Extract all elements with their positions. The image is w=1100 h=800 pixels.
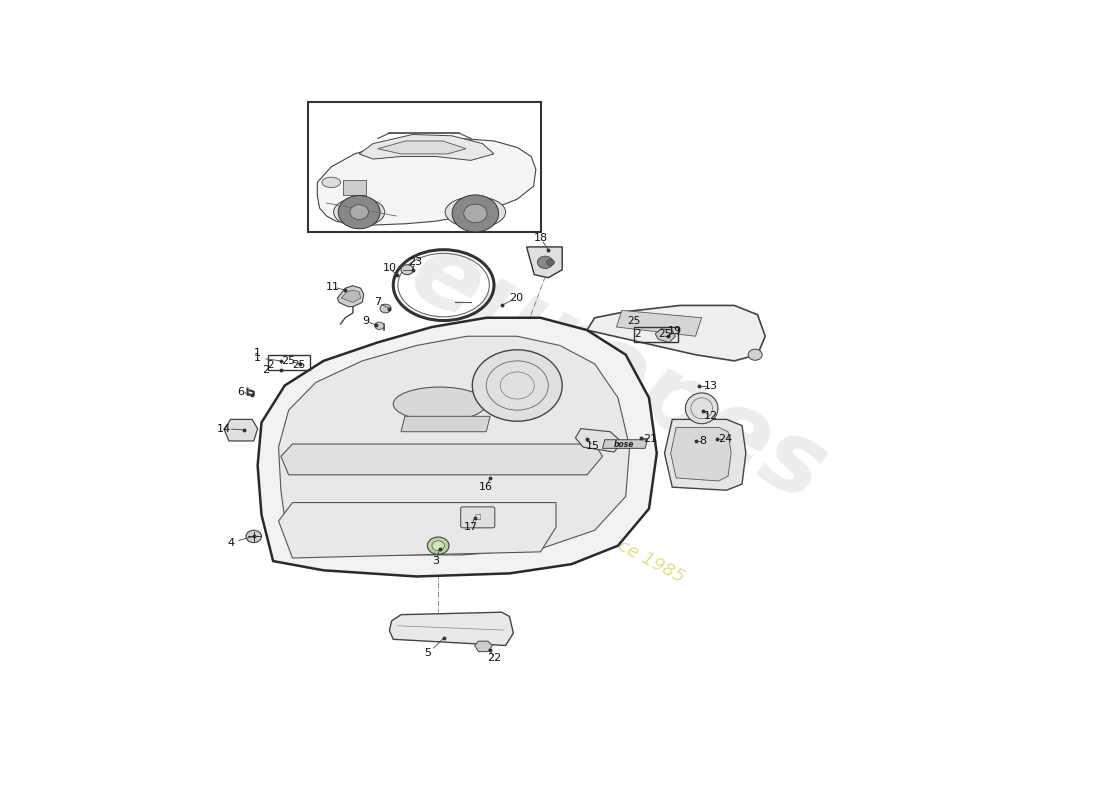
Polygon shape <box>377 141 466 154</box>
Circle shape <box>452 195 498 232</box>
Text: 25: 25 <box>627 316 640 326</box>
Text: 25: 25 <box>282 356 296 366</box>
Polygon shape <box>341 290 361 302</box>
Text: 10: 10 <box>383 263 396 274</box>
Text: 18: 18 <box>534 233 548 242</box>
Text: 25: 25 <box>658 330 671 339</box>
Text: 16: 16 <box>480 482 493 492</box>
Circle shape <box>432 541 444 550</box>
Text: 23: 23 <box>408 258 422 267</box>
Text: 19: 19 <box>668 326 682 336</box>
FancyBboxPatch shape <box>461 507 495 528</box>
Bar <box>308 102 540 231</box>
Circle shape <box>472 350 562 422</box>
Text: 4: 4 <box>227 538 234 547</box>
Circle shape <box>402 265 414 274</box>
Polygon shape <box>402 416 491 432</box>
Polygon shape <box>338 286 364 306</box>
Text: 5: 5 <box>425 649 431 658</box>
Text: 2: 2 <box>267 360 274 370</box>
Text: 24: 24 <box>718 434 733 444</box>
Ellipse shape <box>333 198 385 226</box>
Polygon shape <box>616 310 702 336</box>
Polygon shape <box>389 612 514 646</box>
Text: 13: 13 <box>704 381 718 390</box>
Polygon shape <box>278 502 556 558</box>
Text: a passion for parts since 1985: a passion for parts since 1985 <box>440 443 688 586</box>
Polygon shape <box>587 306 766 361</box>
Polygon shape <box>474 641 493 652</box>
Text: 7: 7 <box>374 298 382 307</box>
Text: 3: 3 <box>432 556 439 566</box>
Text: bose: bose <box>614 439 635 449</box>
Text: 17: 17 <box>464 522 477 532</box>
Polygon shape <box>527 247 562 278</box>
Circle shape <box>381 304 390 313</box>
Polygon shape <box>280 444 603 475</box>
Polygon shape <box>656 329 675 342</box>
Circle shape <box>464 204 487 222</box>
Text: 8: 8 <box>700 436 707 446</box>
Ellipse shape <box>394 387 486 421</box>
Text: 1: 1 <box>254 353 261 363</box>
Circle shape <box>350 205 368 219</box>
Circle shape <box>375 322 384 330</box>
Circle shape <box>246 530 262 542</box>
Polygon shape <box>575 429 622 452</box>
Polygon shape <box>603 440 648 448</box>
Polygon shape <box>359 134 494 160</box>
Text: 21: 21 <box>644 434 658 444</box>
Ellipse shape <box>446 197 506 228</box>
Text: 11: 11 <box>326 282 340 292</box>
Text: 20: 20 <box>508 293 522 303</box>
Text: 9: 9 <box>363 316 370 326</box>
Text: 1: 1 <box>254 349 261 358</box>
Circle shape <box>538 256 553 269</box>
Polygon shape <box>278 336 629 555</box>
Circle shape <box>748 349 762 360</box>
Text: 14: 14 <box>217 424 231 434</box>
Text: 15: 15 <box>586 441 601 451</box>
Text: europes: europes <box>394 223 843 523</box>
Ellipse shape <box>322 177 341 187</box>
Polygon shape <box>317 138 536 225</box>
Text: □: □ <box>474 514 481 520</box>
Polygon shape <box>224 419 257 441</box>
Circle shape <box>427 537 449 554</box>
Text: 6: 6 <box>238 386 244 397</box>
Circle shape <box>338 195 381 229</box>
Text: 2: 2 <box>262 365 268 375</box>
Circle shape <box>547 259 554 266</box>
Polygon shape <box>664 419 746 490</box>
Text: 22: 22 <box>487 653 502 662</box>
Polygon shape <box>671 427 732 481</box>
Text: 12: 12 <box>704 411 718 422</box>
Bar <box>343 180 366 195</box>
Ellipse shape <box>685 393 718 424</box>
Polygon shape <box>257 318 657 577</box>
Text: 2: 2 <box>634 330 640 339</box>
Text: 25: 25 <box>293 360 306 370</box>
